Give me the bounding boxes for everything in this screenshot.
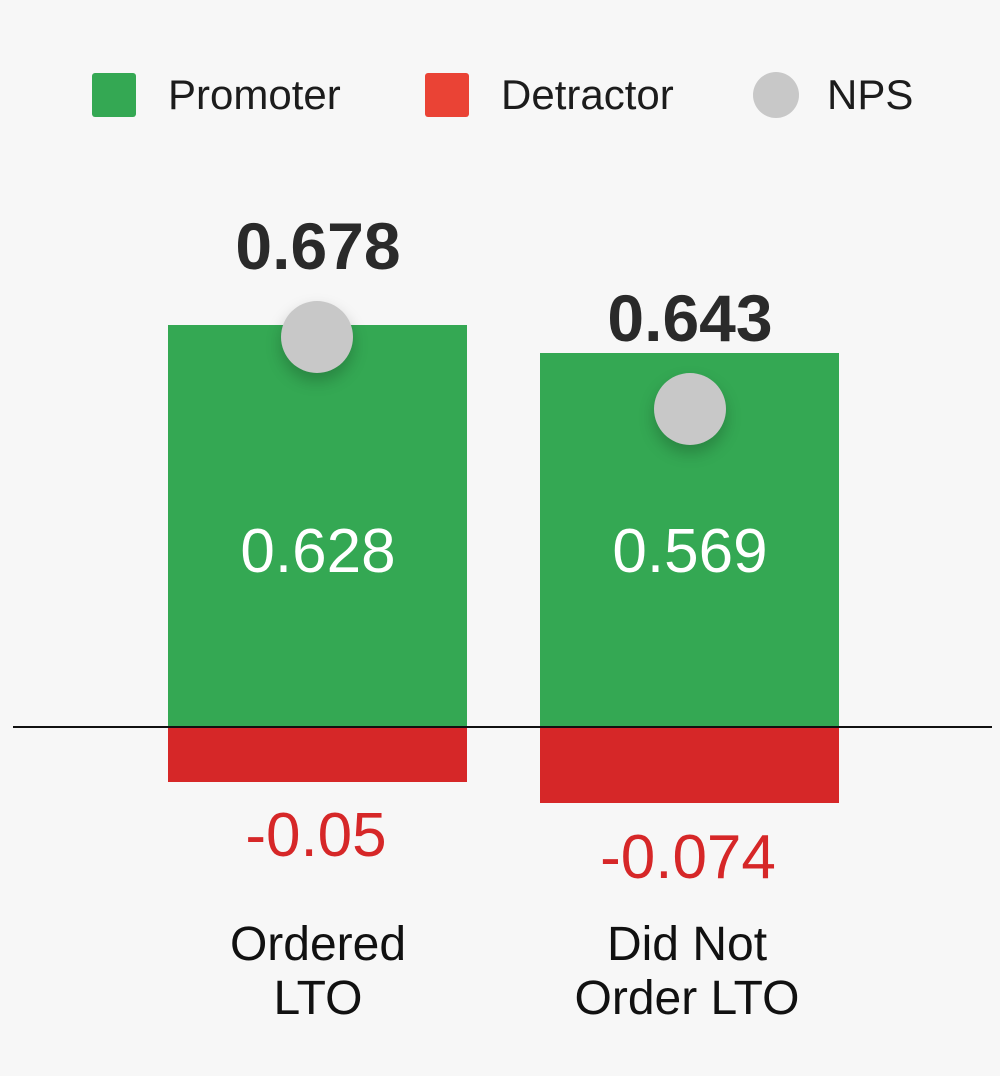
legend-item-promoter: Promoter <box>92 70 341 120</box>
promoter-swatch-icon <box>92 73 136 117</box>
category-line: LTO <box>273 972 363 1025</box>
promoter-bar <box>168 325 467 727</box>
legend-label: Promoter <box>168 71 341 118</box>
legend-label: Detractor <box>501 71 674 118</box>
category-line: Did Not <box>606 918 768 971</box>
detractor-swatch-icon <box>425 73 469 117</box>
nps-marker <box>281 301 353 373</box>
detractor-value-label: -0.05 <box>245 801 387 870</box>
legend-label: NPS <box>827 71 914 118</box>
category-label: Ordered LTO <box>168 918 468 1026</box>
detractor-bar <box>540 727 839 803</box>
detractor-bar <box>168 727 467 782</box>
nps-value-label: 0.643 <box>607 281 773 355</box>
nps-value-label: 0.678 <box>235 209 401 283</box>
nps-dot-icon <box>753 72 799 118</box>
chart-legend: Promoter Detractor NPS <box>0 70 1000 120</box>
promoter-value-label: 0.628 <box>240 517 396 586</box>
detractor-value-label: -0.074 <box>600 823 776 892</box>
category-line: Ordered <box>229 918 407 971</box>
category-label: Did Not Order LTO <box>537 918 837 1026</box>
category-line: Order LTO <box>574 972 800 1025</box>
nps-marker <box>654 373 726 445</box>
legend-item-detractor: Detractor <box>425 70 674 120</box>
zero-axis-line <box>13 726 992 728</box>
promoter-value-label: 0.569 <box>612 517 768 586</box>
legend-item-nps: NPS <box>753 70 913 120</box>
